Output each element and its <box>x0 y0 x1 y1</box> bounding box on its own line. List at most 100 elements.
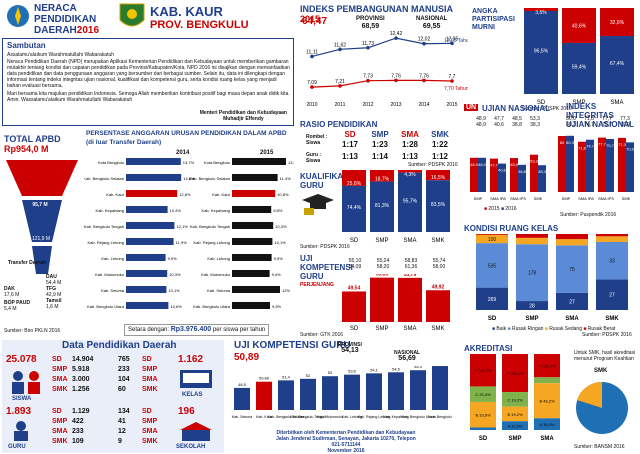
dau-val: 54,4 M <box>46 280 62 286</box>
siswa-count: 1.256 <box>72 386 90 393</box>
ipm-kab-val: 64,47 <box>302 16 328 27</box>
dak-val: 17,6 M <box>4 292 20 298</box>
ang-val: 9,4% <box>272 272 282 277</box>
rasio-source: Sumber: PDSPK 2016 <box>408 162 458 168</box>
kual-ge-val: 81,3% <box>375 203 390 209</box>
akr-seg <box>534 418 560 430</box>
kual-bar-lt <box>426 170 450 181</box>
ruang-legend-item: ■ Rusak Berat <box>583 326 616 332</box>
kual-bar-ge <box>342 185 366 232</box>
sekolah-level: SD <box>142 408 152 415</box>
apm-bar-rest <box>600 8 634 37</box>
un-source: Sumber: Puspendik 2016 <box>560 212 617 218</box>
kual-bar-ge <box>426 180 450 232</box>
ipm-title: INDEKS PEMBANGUNAN MANUSIA <box>300 4 453 14</box>
teacher-icon <box>14 421 28 441</box>
rombel-label: Rombel : Siswa <box>306 134 328 146</box>
ruang-bar-seg <box>516 301 548 310</box>
ruang-source: Sumber: PDSPK 2016 <box>582 332 632 338</box>
ukg-prov-val: 55,24 <box>376 258 390 264</box>
ruang-bar-seg <box>596 234 628 237</box>
school-icon <box>180 422 212 441</box>
ukg-sub: PERJENJANG <box>300 282 334 288</box>
un-bar <box>498 163 506 192</box>
un-row-val: 53,3 <box>530 116 540 122</box>
ipm-point-label: 11,62 <box>334 42 346 48</box>
ruang-legend-item: ■ Rusak Sedang <box>544 326 584 332</box>
ang-val: 10,6% <box>170 304 182 309</box>
ang-cat: Kab. Bengkulu Tengah <box>84 224 124 229</box>
akr-seg-val: A 11,5% <box>508 424 523 429</box>
ukg-val: 53,79 <box>404 274 417 278</box>
siswa-label: SISWA <box>12 396 32 402</box>
ang-bar <box>232 174 278 181</box>
akr-cat: SMP <box>508 436 521 442</box>
ukg-prov-val: 55,74 <box>432 258 446 264</box>
ruang-bar-seg <box>556 292 588 310</box>
akr-seg-val: B 46,2% <box>539 399 555 404</box>
un-bar <box>530 154 538 192</box>
rasio-title: RASIO PENDIDIKAN <box>300 120 378 129</box>
siswa-total: 25.078 <box>6 354 37 365</box>
akr-seg-val: TT 42,7% <box>474 368 492 373</box>
ang-bar <box>126 270 168 277</box>
guru-count: 109 <box>72 438 84 445</box>
kab-name: KAB. KAUR <box>150 4 223 19</box>
ukg-val: 53,86 <box>376 274 389 278</box>
siswa-level: SMP <box>52 366 68 373</box>
rasio-guru-val: 1:14 <box>371 152 388 161</box>
ukgk-bar <box>300 378 316 410</box>
sekolah-level: SMK <box>142 438 158 445</box>
ruang-legend-item: ■ Baik <box>492 326 508 332</box>
ang-val: 13,7% <box>183 160 195 165</box>
iiun-row-val: 70,9 <box>620 122 630 128</box>
iiun-cat: SMA IPS <box>598 196 614 201</box>
ruang-cat: SMA <box>565 316 579 322</box>
dau-label: DAU <box>46 274 57 280</box>
y2014: 2014 <box>176 150 190 156</box>
ruang-seg-val: 269 <box>488 297 497 303</box>
ipm-point-label: 11,11 <box>306 49 318 55</box>
sig-name: Muhadjir Effendy <box>223 116 264 122</box>
akr-seg <box>534 377 560 384</box>
iiun-bar-val: 74,7 <box>586 144 595 149</box>
ipm-point <box>422 78 426 83</box>
iiun-bar <box>606 139 614 192</box>
ukg-bar <box>370 277 394 322</box>
brand: NERACA PENDIDIKAN DAERAH2016 <box>34 3 99 36</box>
guru-label: Guru : Siswa <box>306 152 321 164</box>
ipm-point-label: 7,7 <box>449 74 456 80</box>
ang-cat: Kota Bengkulu <box>98 160 124 165</box>
ang-val: 10,3% <box>169 272 181 277</box>
ruang-bar-seg <box>476 287 508 310</box>
setara: Setara dengan: Rp3.976.400 per siswa per… <box>124 324 270 336</box>
ipm-point <box>338 84 342 88</box>
ipm-point-label: 7,21 <box>335 79 345 85</box>
kual-bar-ge <box>370 181 394 232</box>
un-l2015: 2015 <box>488 206 500 212</box>
ang-bar <box>126 286 167 293</box>
ang-bar <box>232 238 273 245</box>
apm-title2: PARTISIPASI <box>472 16 515 23</box>
ukgk-val: 54,1 <box>370 367 379 372</box>
apm-val: 59,4% <box>572 64 587 70</box>
kual-cat: SMK <box>431 238 444 244</box>
ipm-target2: 7,70 Tahun <box>444 86 468 92</box>
ang-cat: Kab. Rejang Lebong <box>88 240 124 245</box>
ukg-kab-panel: UJI KOMPETENSI GURU 50,89 PROVINSI 54,13 … <box>226 340 460 454</box>
kelas-level: SMK <box>142 386 158 393</box>
iiun-bar <box>586 139 594 192</box>
iiun-bar-val: 70,9 <box>626 146 635 151</box>
ang-cat: Kab. Kepahiang <box>96 208 124 213</box>
ukgk-nas-val: 56,69 <box>398 355 416 362</box>
ukgk-prov-label: PROVINSI <box>338 342 362 348</box>
ruang-bar-seg <box>476 234 508 244</box>
un-title: UJIAN NASIONAL <box>482 104 551 113</box>
dau: DAU 54,4 M TFG 42,9 M Tamsil 1,6 M <box>46 274 61 310</box>
akr-seg-val: TT 30,7% <box>538 364 556 369</box>
ang-val: 11,9% <box>176 240 187 245</box>
ukgk-bar <box>410 370 426 410</box>
rasio-guru-val: 1:13 <box>341 152 358 161</box>
ukgk-bar <box>344 374 360 410</box>
ipm-prov-label: PROVINSI <box>356 16 385 22</box>
